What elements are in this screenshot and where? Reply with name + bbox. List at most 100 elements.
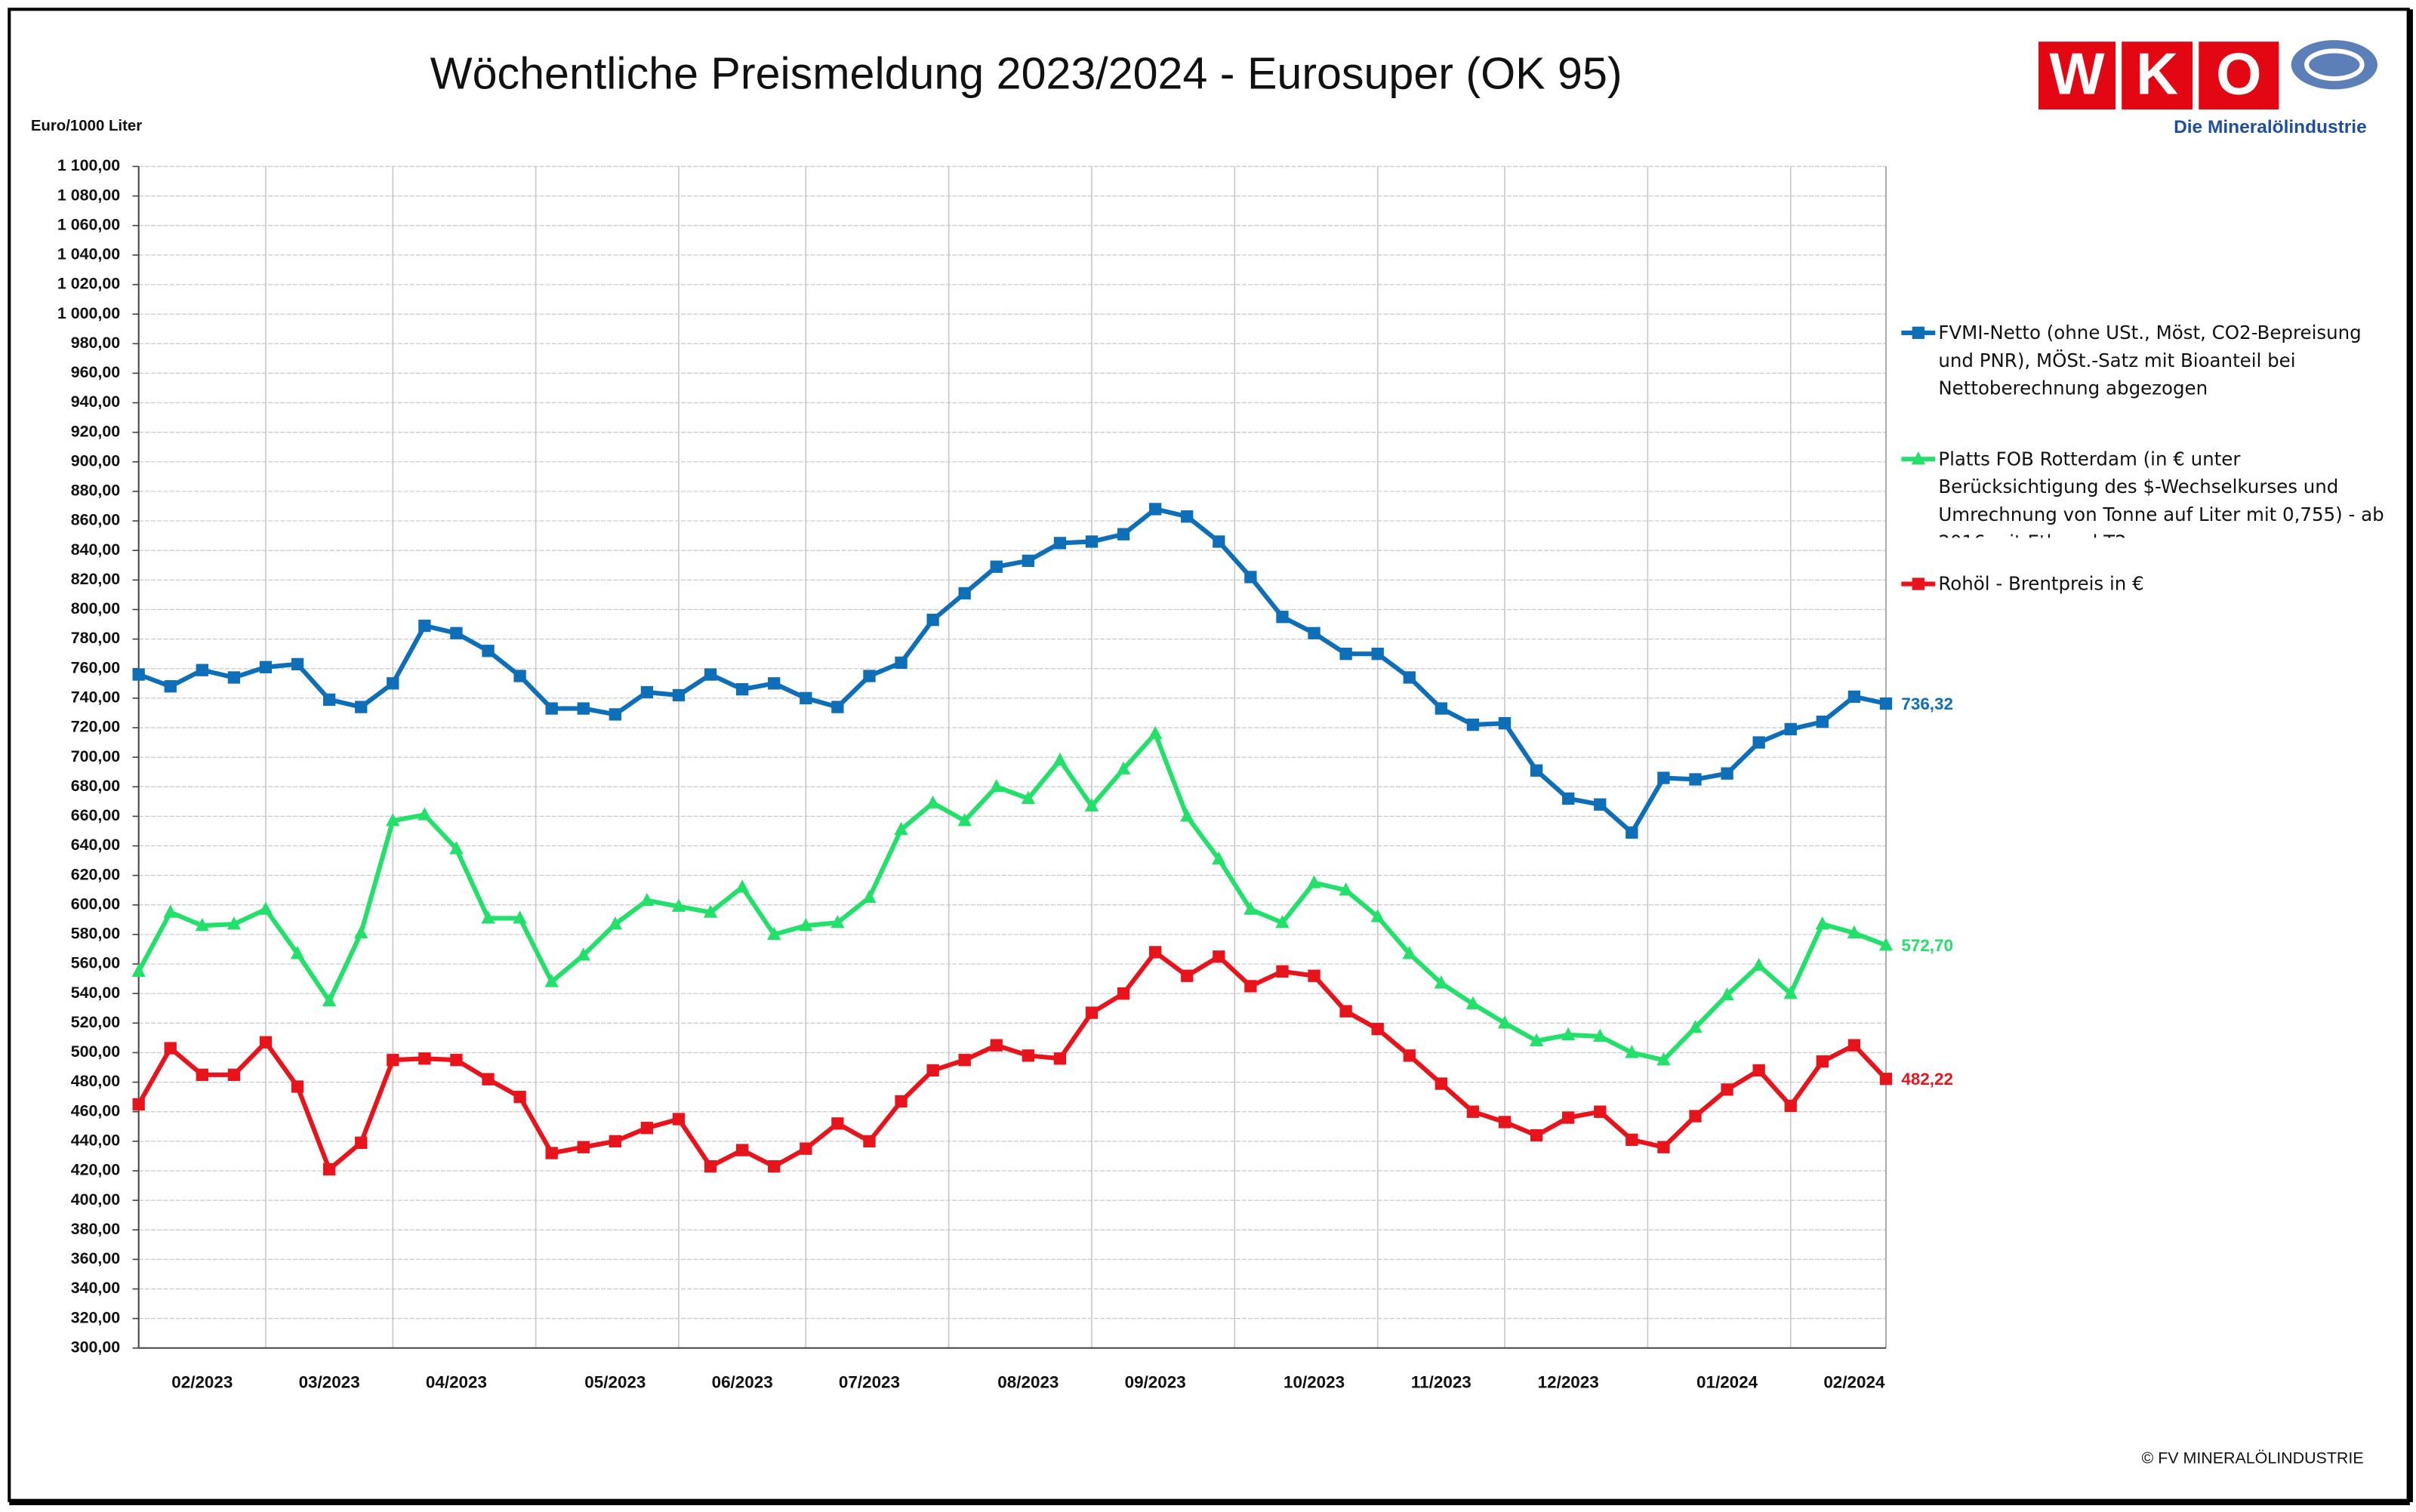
marker [164, 1042, 177, 1055]
y-tick-label: 740,00 [71, 688, 121, 707]
marker [800, 691, 812, 705]
marker [1180, 808, 1194, 822]
marker [735, 1144, 749, 1156]
marker [1149, 503, 1162, 516]
marker [545, 702, 558, 715]
marker [132, 1098, 145, 1111]
marker [418, 619, 431, 633]
x-tick-label: 07/2023 [839, 1373, 900, 1392]
marker [355, 1136, 368, 1149]
marker [1912, 577, 1924, 590]
marker [1721, 1083, 1733, 1096]
marker [1213, 950, 1225, 963]
marker [1465, 996, 1481, 1010]
marker [291, 657, 304, 671]
marker [1085, 1006, 1099, 1019]
marker [290, 946, 305, 959]
marker [1212, 851, 1226, 865]
marker [1498, 716, 1512, 730]
y-tick-label: 780,00 [71, 629, 121, 647]
marker [1562, 792, 1575, 805]
marker [1084, 798, 1099, 811]
y-tick-label: 600,00 [71, 895, 121, 913]
y-tick-label: 700,00 [71, 747, 121, 765]
logo-emblem [2304, 48, 2365, 82]
y-tick-label: 760,00 [71, 658, 121, 676]
marker [513, 910, 527, 924]
y-tick-label: 840,00 [71, 540, 121, 559]
marker [386, 813, 400, 827]
y-tick-label: 720,00 [71, 718, 121, 736]
marker [1308, 627, 1320, 639]
marker [735, 682, 749, 696]
y-tick-label: 1 100,00 [57, 156, 120, 174]
marker [355, 701, 368, 713]
marker [418, 807, 432, 821]
y-tick-label: 1 060,00 [57, 215, 120, 233]
x-tick-label: 03/2023 [299, 1373, 360, 1392]
marker [1911, 451, 1925, 465]
y-tick-label: 1 020,00 [57, 275, 120, 293]
marker [131, 963, 146, 977]
marker [1243, 901, 1258, 915]
x-tick-label: 05/2023 [584, 1373, 646, 1392]
marker [1339, 882, 1353, 896]
marker [1720, 987, 1734, 1001]
x-tick-label: 10/2023 [1284, 1373, 1345, 1392]
y-tick-label: 400,00 [71, 1190, 121, 1209]
marker [1688, 1019, 1703, 1033]
logo: W K O Die Mineralölindustrie [2038, 40, 2377, 137]
marker [1402, 946, 1416, 959]
marker [735, 879, 750, 893]
marker [1721, 767, 1733, 780]
marker [1117, 528, 1130, 540]
series: 482,22 [132, 946, 1953, 1176]
value-label: 482,22 [1901, 1070, 1953, 1089]
logo-letter: O [2216, 42, 2261, 107]
marker [1594, 1105, 1607, 1118]
marker [609, 1135, 622, 1148]
y-tick-label: 880,00 [71, 482, 121, 500]
x-tick-label: 02/2024 [1823, 1373, 1885, 1392]
marker [926, 614, 939, 627]
marker [1276, 611, 1289, 624]
marker [1053, 1052, 1067, 1065]
marker [1371, 648, 1384, 661]
marker [831, 701, 844, 713]
marker [387, 677, 399, 690]
y-tick-label: 420,00 [71, 1161, 121, 1179]
marker [196, 664, 208, 676]
marker [800, 1142, 812, 1155]
y-tick-label: 300,00 [71, 1338, 121, 1356]
marker [863, 1135, 876, 1148]
marker [1816, 1055, 1829, 1068]
marker [608, 916, 623, 930]
legend-item: Rohöl - Brentpreis in € [1938, 573, 2143, 595]
marker [926, 1064, 939, 1077]
marker [1752, 736, 1765, 749]
marker [1530, 764, 1543, 777]
series: 736,32 [132, 503, 1953, 839]
y-tick-label: 580,00 [71, 925, 121, 943]
marker [322, 693, 336, 706]
marker [1530, 1129, 1543, 1142]
y-tick-label: 480,00 [71, 1072, 121, 1090]
legend-item: FVMI-Netto (ohne USt., Möst, CO2-Bepreis… [1938, 322, 2361, 399]
marker [1466, 1105, 1480, 1118]
marker [1181, 969, 1194, 982]
series-line [136, 731, 1888, 1063]
marker [895, 656, 908, 670]
y-tick-label: 860,00 [71, 511, 121, 529]
marker [1466, 718, 1480, 731]
marker [1626, 1133, 1638, 1147]
marker [576, 947, 590, 961]
marker [1403, 1049, 1416, 1062]
marker [1816, 716, 1829, 728]
marker [1434, 702, 1448, 715]
marker [1117, 987, 1130, 1000]
y-tick-label: 440,00 [71, 1132, 121, 1150]
logo-box [2038, 42, 2116, 109]
y-tick-label: 920,00 [71, 422, 121, 440]
